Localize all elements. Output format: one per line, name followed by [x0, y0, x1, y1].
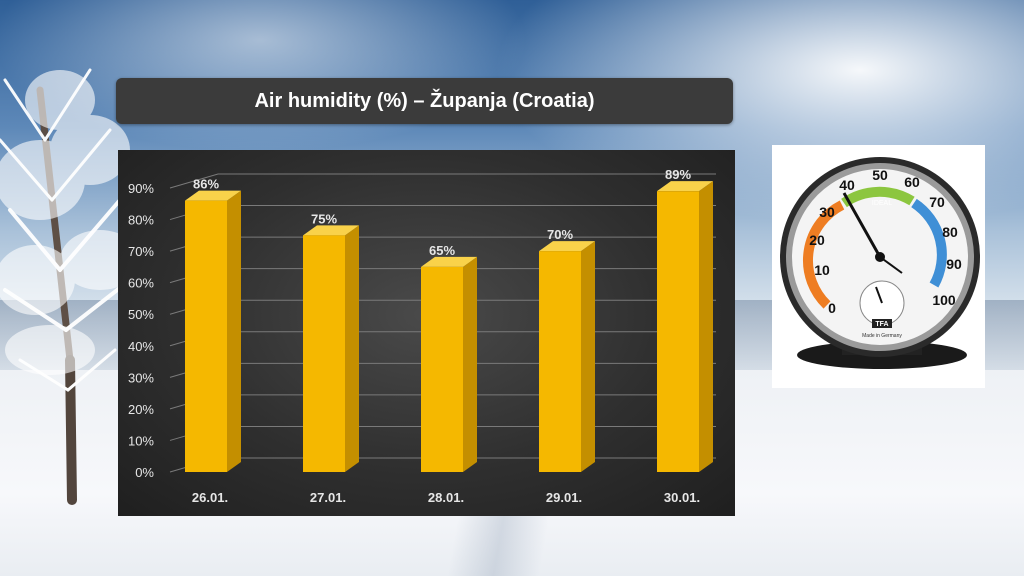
bar-top [303, 225, 359, 236]
gridline [169, 173, 716, 189]
svg-text:0: 0 [828, 300, 836, 316]
y-tick-label: 0% [135, 465, 154, 480]
svg-text:100: 100 [932, 292, 956, 308]
y-tick-label: 50% [128, 307, 154, 322]
svg-text:80: 80 [942, 224, 958, 240]
bar [303, 235, 345, 472]
svg-text:30: 30 [819, 204, 835, 220]
bar-side [463, 256, 477, 472]
svg-text:60: 60 [904, 174, 920, 190]
y-tick-label: 70% [128, 244, 154, 259]
made-in-label: Made in Germany [862, 333, 902, 339]
bar [657, 191, 699, 472]
bar-top [539, 241, 595, 252]
bar-top [657, 181, 713, 192]
gridline [169, 205, 716, 221]
data-label: 65% [429, 243, 455, 258]
bar-side [345, 225, 359, 472]
bar-side [227, 190, 241, 472]
y-tick-label: 60% [128, 276, 154, 291]
y-tick-label: 30% [128, 370, 154, 385]
bar [185, 200, 227, 472]
data-label: 86% [193, 177, 219, 192]
svg-text:70: 70 [929, 194, 945, 210]
data-label: 70% [547, 227, 573, 242]
x-tick-label: 30.01. [664, 490, 700, 505]
ideal-label: IDEAL [872, 200, 892, 207]
svg-text:10: 10 [814, 262, 830, 278]
hygrometer-image: 10 20 30 40 50 60 70 80 90 100 0 IDEAL T… [772, 145, 985, 388]
y-tick-label: 40% [128, 339, 154, 354]
y-tick-label: 10% [128, 433, 154, 448]
bar [421, 266, 463, 472]
brand-logo: TFA [875, 321, 888, 328]
svg-text:50: 50 [872, 167, 888, 183]
x-tick-label: 26.01. [192, 490, 228, 505]
bar-side [581, 241, 595, 472]
data-label: 89% [665, 167, 691, 182]
y-tick-label: 90% [128, 181, 154, 196]
svg-text:20: 20 [809, 232, 825, 248]
y-tick-label: 80% [128, 213, 154, 228]
svg-text:90: 90 [946, 256, 962, 272]
chart-title: Air humidity (%) – Županja (Croatia) [254, 90, 595, 112]
x-tick-label: 29.01. [546, 490, 582, 505]
chart-title-banner: Air humidity (%) – Županja (Croatia) [116, 78, 733, 124]
y-tick-label: 20% [128, 402, 154, 417]
humidity-bar-chart: 0% 10% 20% 30% 40% 50% 60% 70% 80% 90% 86% 26.01. 75… [118, 150, 735, 516]
svg-text:40: 40 [839, 177, 855, 193]
bar-top [421, 256, 477, 267]
x-tick-label: 28.01. [428, 490, 464, 505]
x-tick-label: 27.01. [310, 490, 346, 505]
data-label: 75% [311, 211, 337, 226]
bar-top [185, 190, 241, 201]
bar-side [699, 181, 713, 472]
bar [539, 251, 581, 472]
